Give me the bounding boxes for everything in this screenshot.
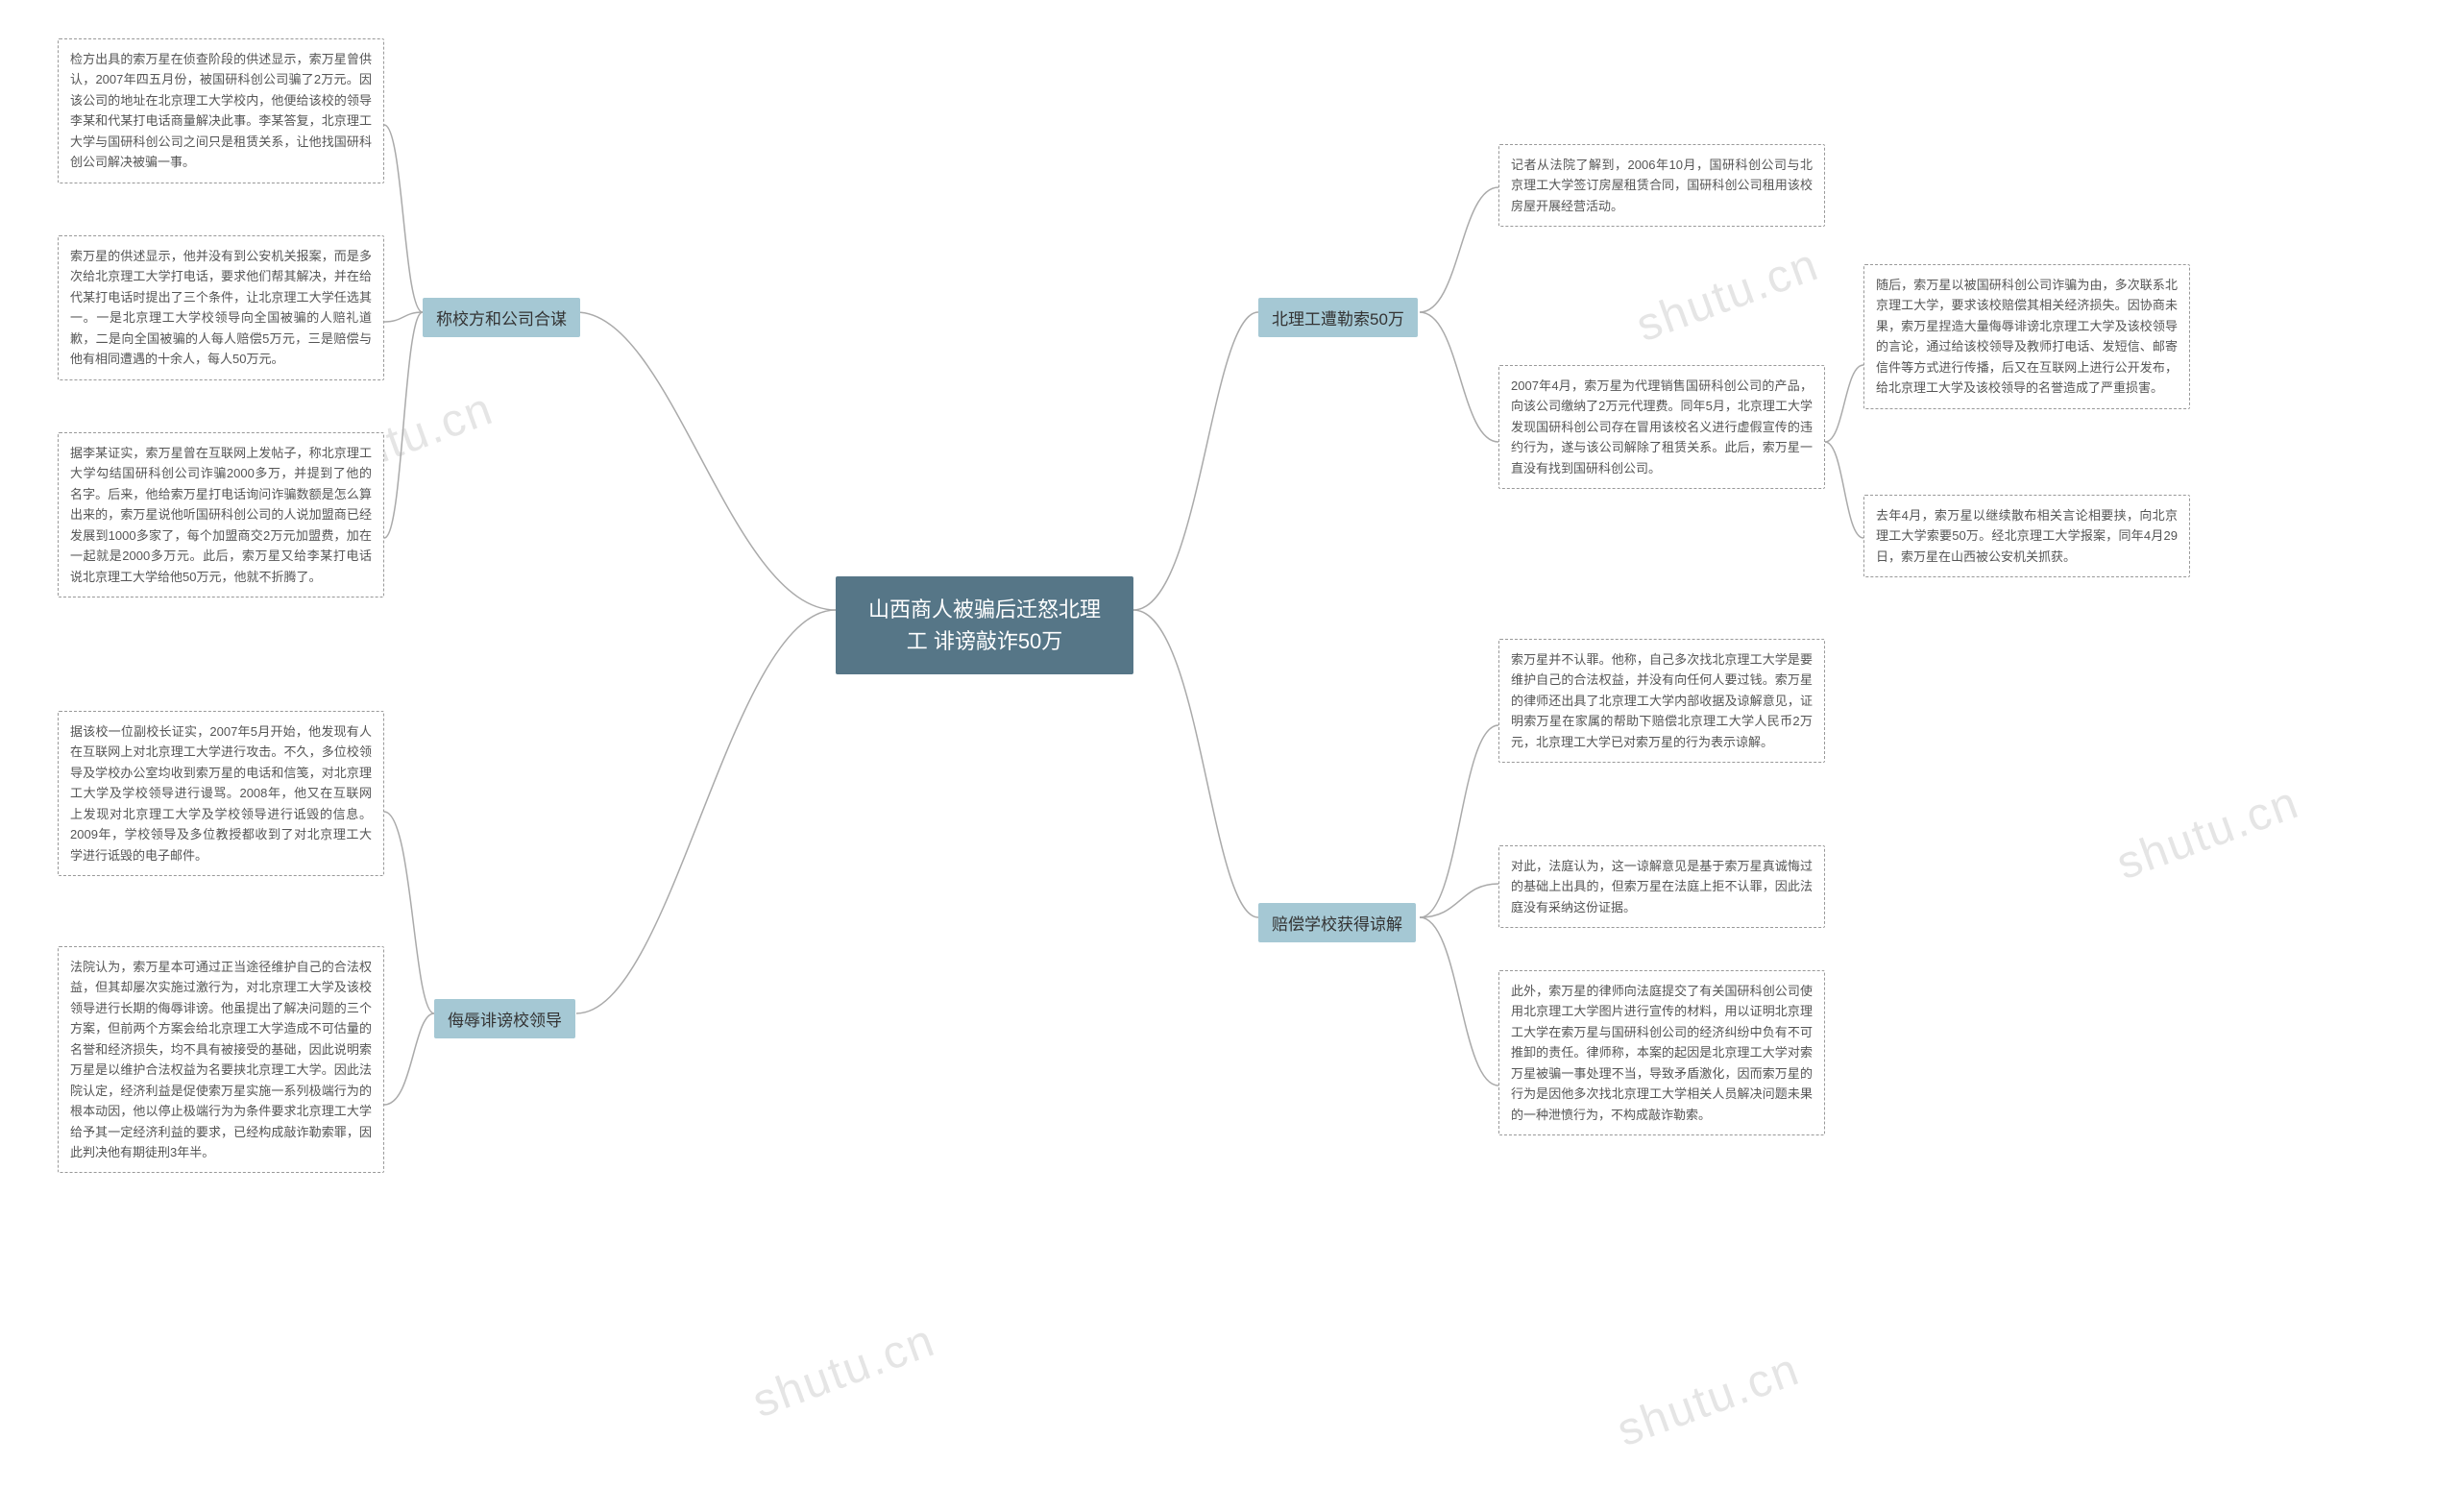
leaf-node: 此外，索万星的律师向法庭提交了有关国研科创公司使用北京理工大学图片进行宣传的材料… [1498, 970, 1825, 1135]
leaf-node: 去年4月，索万星以继续散布相关言论相要挟，向北京理工大学索要50万。经北京理工大… [1863, 495, 2190, 577]
leaf-node: 索万星的供述显示，他并没有到公安机关报案，而是多次给北京理工大学打电话，要求他们… [58, 235, 384, 380]
leaf-node: 2007年4月，索万星为代理销售国研科创公司的产品，向该公司缴纳了2万元代理费。… [1498, 365, 1825, 489]
leaf-node: 对此，法庭认为，这一谅解意见是基于索万星真诚悔过的基础上出具的，但索万星在法庭上… [1498, 845, 1825, 928]
branch-collusion: 称校方和公司合谋 [423, 298, 580, 337]
leaf-node: 随后，索万星以被国研科创公司诈骗为由，多次联系北京理工大学，要求该校赔偿其相关经… [1863, 264, 2190, 409]
leaf-node: 索万星并不认罪。他称，自己多次找北京理工大学是要维护自己的合法权益，并没有向任何… [1498, 639, 1825, 763]
leaf-node: 据该校一位副校长证实，2007年5月开始，他发现有人在互联网上对北京理工大学进行… [58, 711, 384, 876]
watermark: shutu.cn [1611, 1343, 1807, 1457]
center-line1: 山西商人被骗后迁怒北理 [868, 597, 1101, 622]
center-node: 山西商人被骗后迁怒北理 工 诽谤敲诈50万 [836, 576, 1133, 674]
branch-defamation: 侮辱诽谤校领导 [434, 999, 575, 1038]
leaf-node: 据李某证实，索万星曾在互联网上发帖子，称北京理工大学勾结国研科创公司诈骗2000… [58, 432, 384, 597]
watermark: shutu.cn [2110, 776, 2306, 890]
leaf-node: 法院认为，索万星本可通过正当途径维护自己的合法权益，但其却屡次实施过激行为，对北… [58, 946, 384, 1173]
leaf-node: 记者从法院了解到，2006年10月，国研科创公司与北京理工大学签订房屋租赁合同，… [1498, 144, 1825, 227]
watermark: shutu.cn [1630, 238, 1826, 353]
center-line2: 工 诽谤敲诈50万 [907, 629, 1063, 653]
branch-compensation: 赔偿学校获得谅解 [1258, 903, 1416, 942]
watermark: shutu.cn [746, 1314, 942, 1428]
leaf-node: 检方出具的索万星在侦查阶段的供述显示，索万星曾供认，2007年四五月份，被国研科… [58, 38, 384, 183]
branch-extortion: 北理工遭勒索50万 [1258, 298, 1418, 337]
